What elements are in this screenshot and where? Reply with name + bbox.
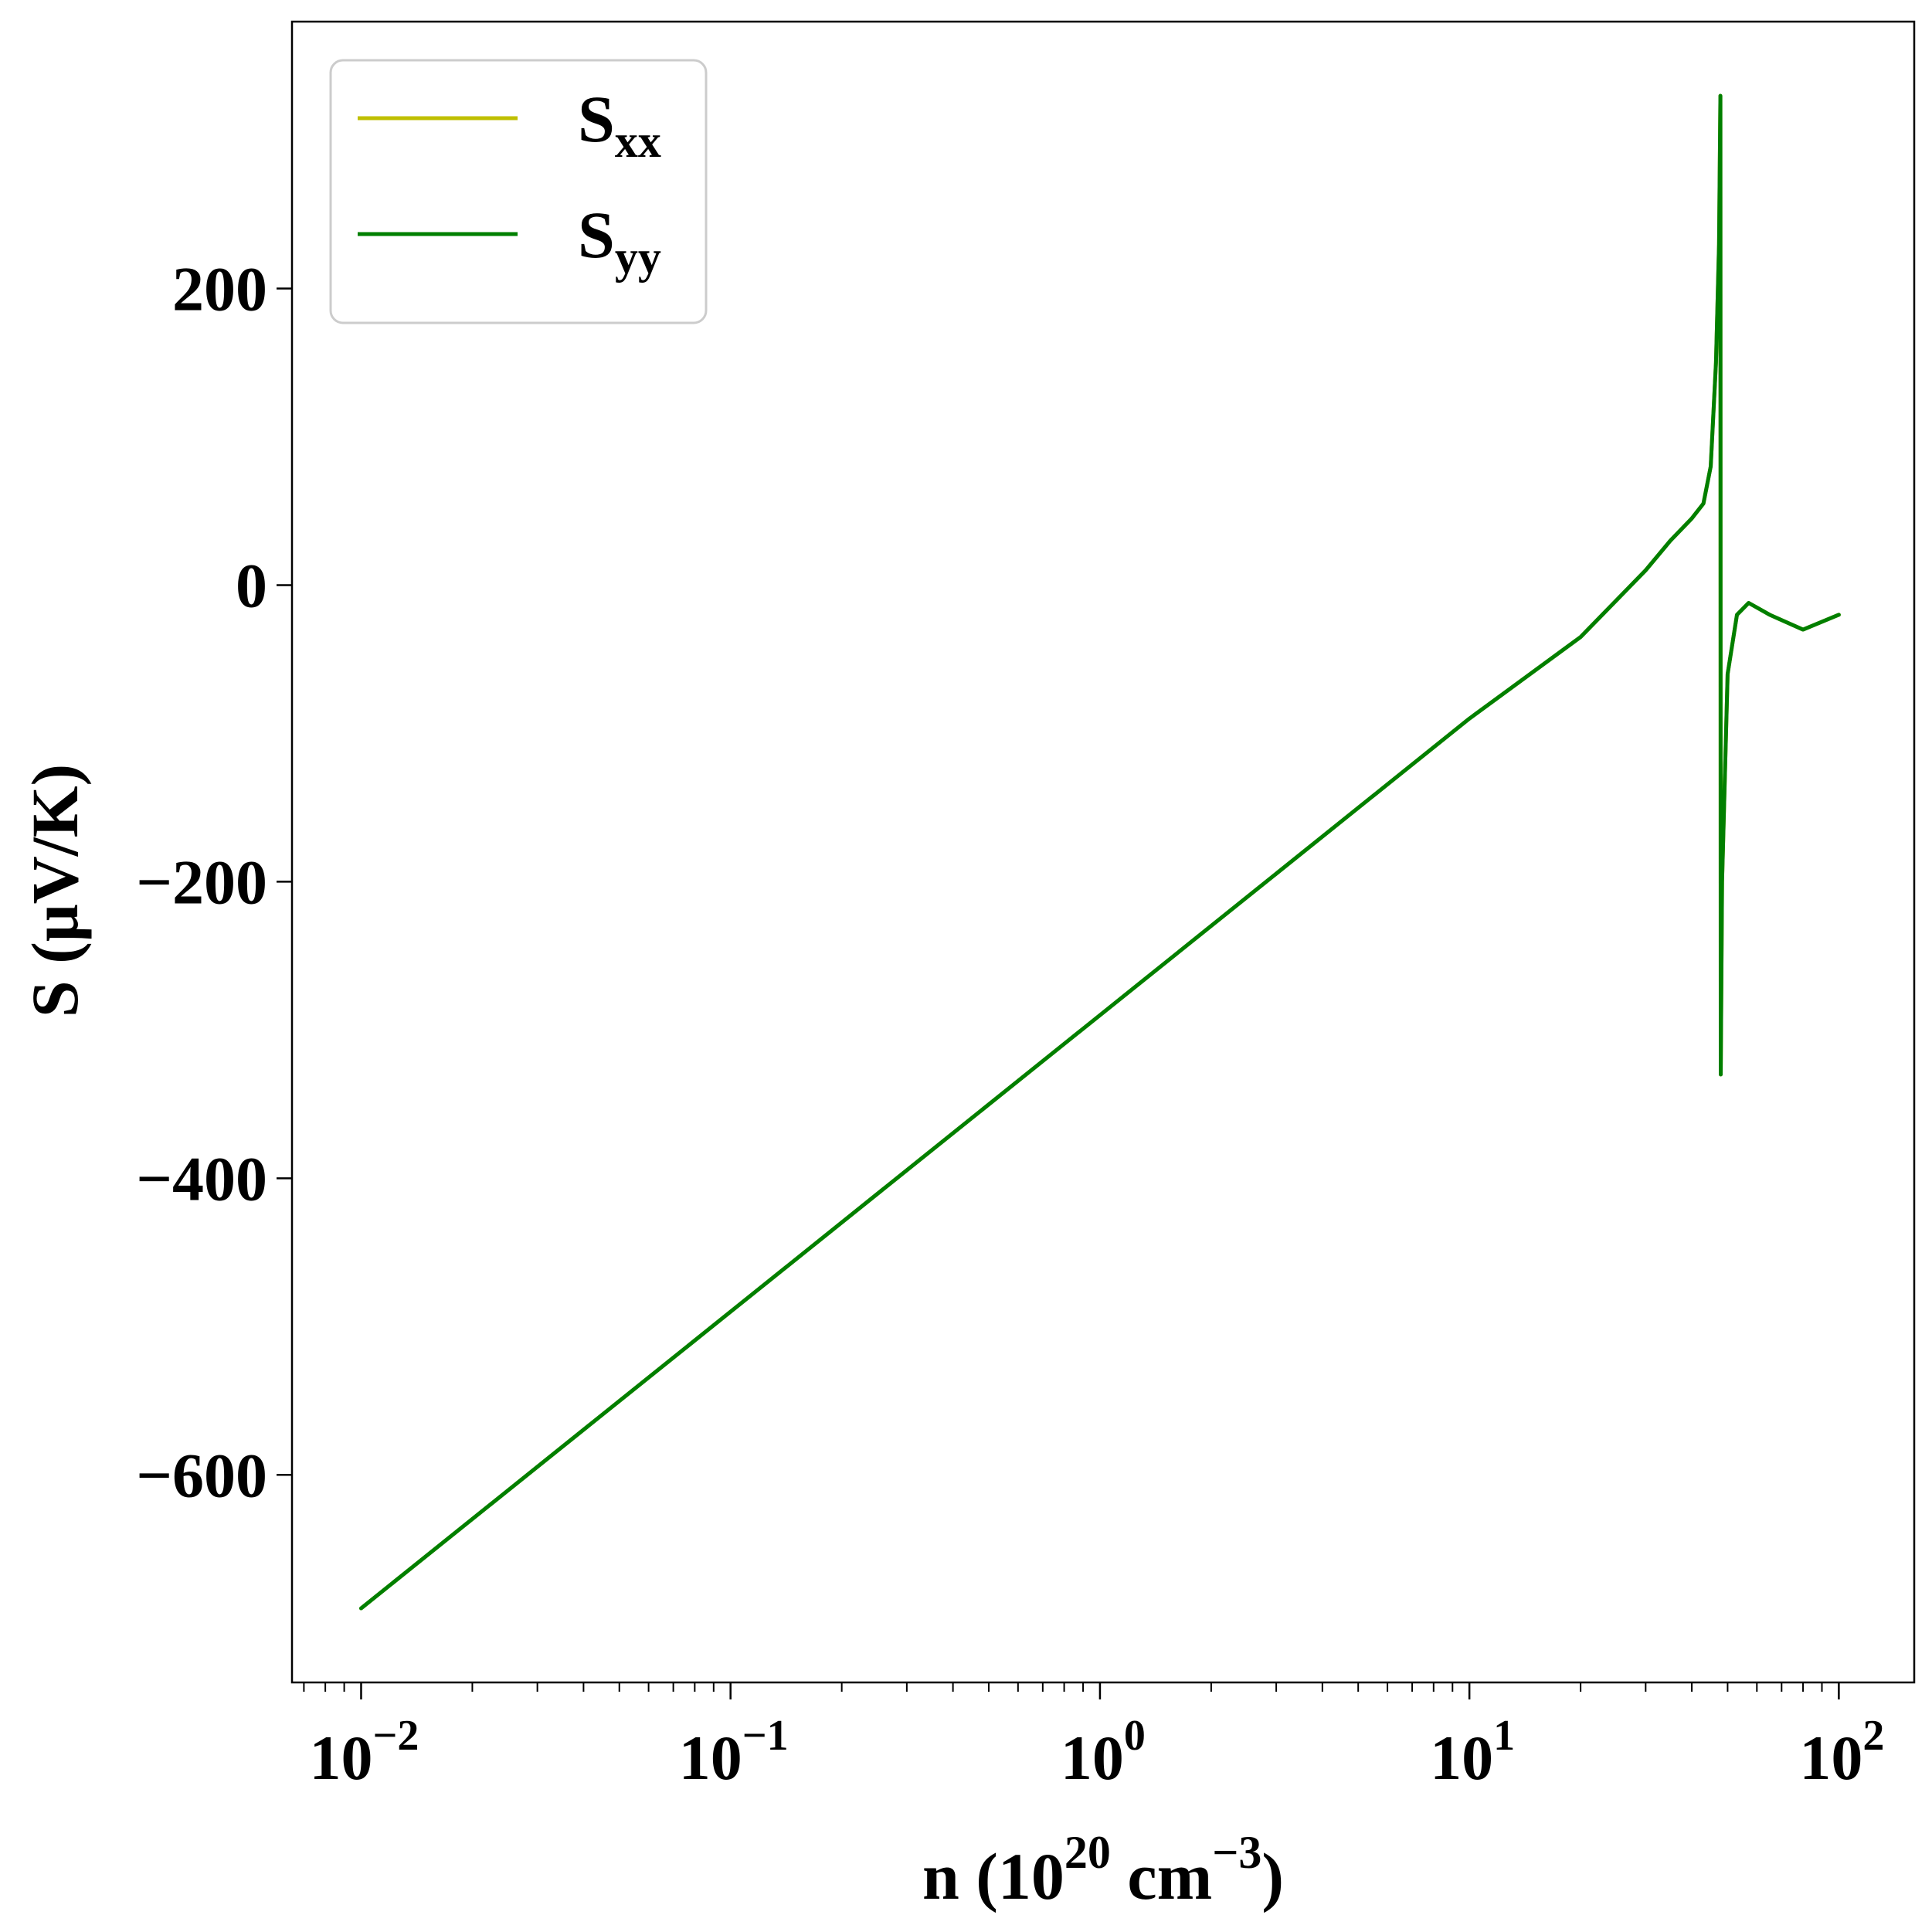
y-axis-label: S (μV/K) — [18, 764, 92, 1017]
plot-frame — [290, 20, 1916, 1684]
x-tick-label-exp: −2 — [373, 1712, 419, 1760]
y-axis-ticks: −600 −400 −200 0 200 — [136, 254, 292, 1510]
x-tick-label: 10−1 — [679, 1712, 789, 1793]
x-tick-label: 100 — [1061, 1712, 1146, 1793]
x-axis-label-exp1: 20 — [1064, 1827, 1111, 1878]
x-tick-label: 101 — [1430, 1712, 1515, 1793]
x-tick-label: 10−2 — [310, 1712, 419, 1793]
x-tick-label-exp: 0 — [1124, 1712, 1146, 1760]
x-axis-label-mid: cm — [1111, 1839, 1212, 1913]
x-tick-label-exp: 2 — [1862, 1712, 1884, 1760]
x-tick-label-base: 10 — [1799, 1723, 1862, 1793]
legend-label-syy-sub: yy — [615, 232, 661, 283]
series-line-syy — [358, 93, 1841, 1611]
series-layer — [358, 93, 1841, 1611]
y-tick-label: −200 — [136, 847, 267, 917]
y-tick-label: −600 — [136, 1440, 267, 1510]
x-tick-label-base: 10 — [310, 1723, 373, 1793]
x-tick-label-base: 10 — [1061, 1723, 1124, 1793]
y-tick-label: 0 — [236, 550, 267, 620]
y-tick-label: 200 — [172, 254, 267, 324]
legend: Sxx Syy — [329, 59, 708, 324]
x-axis-label-exp2: −3 — [1212, 1827, 1261, 1878]
legend-label-sxx-sub: xx — [615, 116, 661, 167]
x-tick-label-base: 10 — [1430, 1723, 1493, 1793]
x-tick-label: 102 — [1799, 1712, 1884, 1793]
legend-label-syy: Syy — [578, 198, 661, 283]
x-axis-label-end: ) — [1261, 1839, 1284, 1913]
x-axis-label-base: n (10 — [922, 1839, 1064, 1913]
x-tick-label-exp: −1 — [742, 1712, 789, 1760]
x-axis-ticks: 10−2 10−1 100 101 102 — [303, 1682, 1884, 1793]
x-tick-label-base: 10 — [679, 1723, 742, 1793]
legend-box — [329, 59, 708, 324]
legend-label-syy-base: S — [578, 198, 615, 272]
legend-label-sxx-base: S — [578, 82, 615, 156]
legend-label-sxx: Sxx — [578, 82, 661, 167]
x-tick-label-exp: 1 — [1493, 1712, 1515, 1760]
x-axis-label: n (1020 cm−3) — [922, 1827, 1284, 1913]
y-tick-label: −400 — [136, 1143, 267, 1214]
